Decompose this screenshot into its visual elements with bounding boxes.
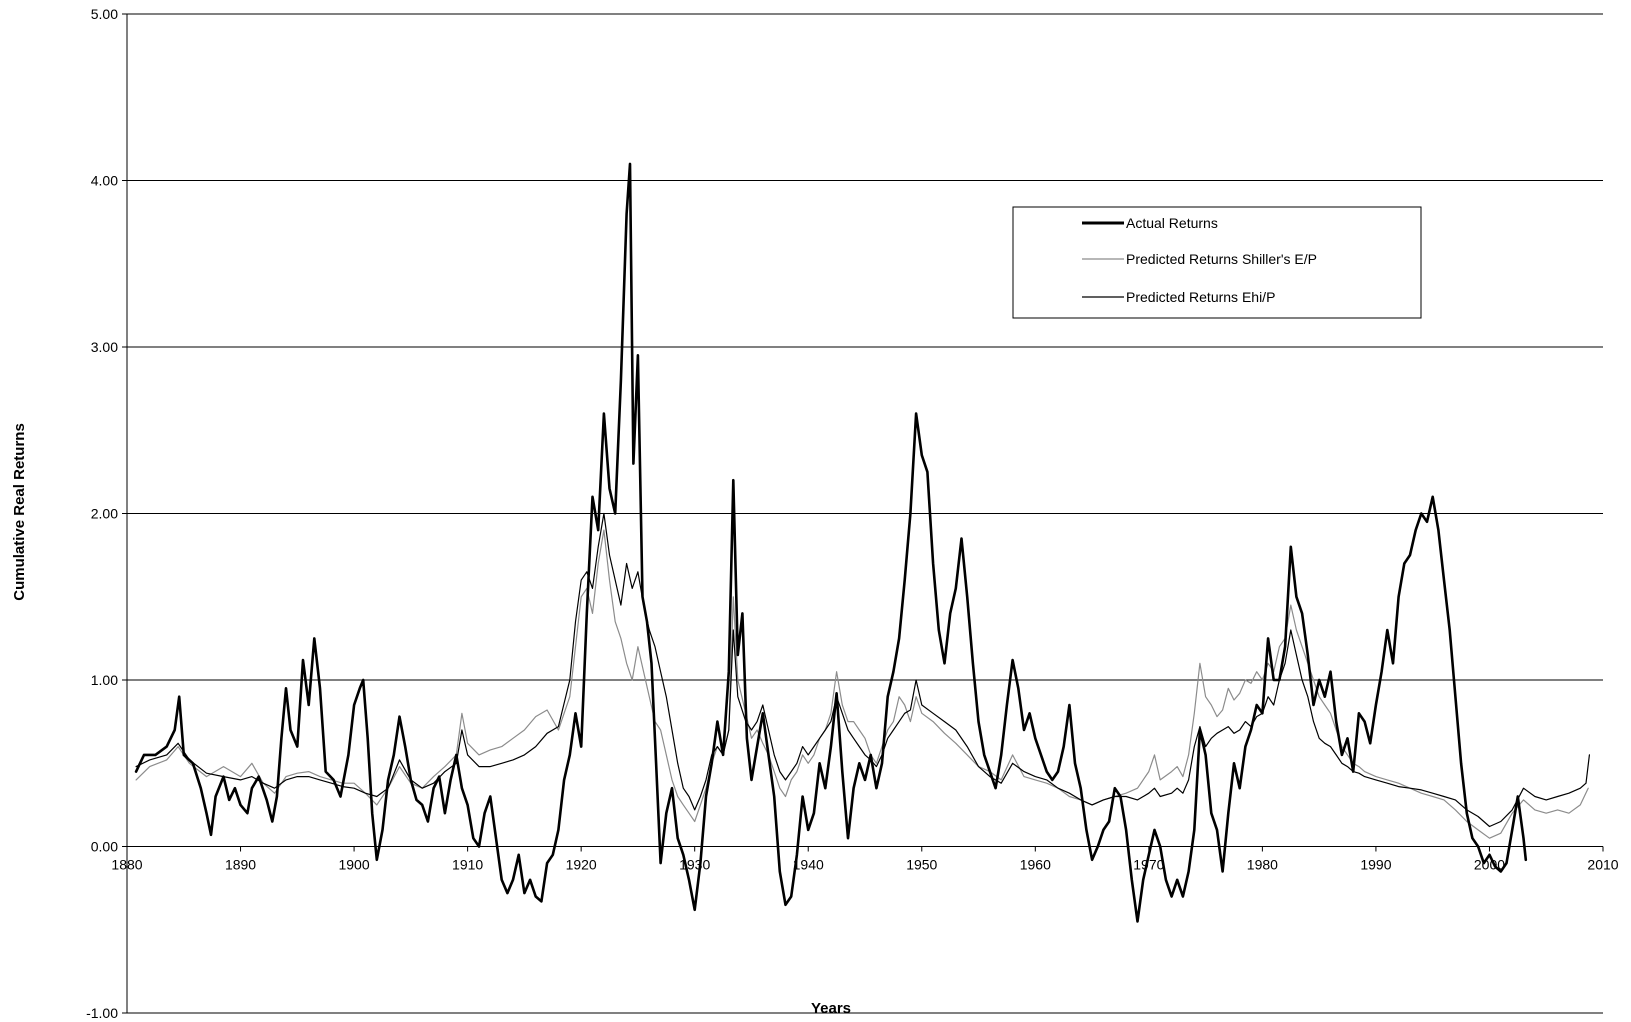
y-tick-label: 0.00 [91, 839, 118, 855]
x-tick-label: 1900 [338, 857, 369, 873]
x-tick-label: 1960 [1020, 857, 1051, 873]
series-predicted-ehi-p [135, 512, 1590, 828]
x-tick-label: 1970 [1133, 857, 1164, 873]
y-axis-title: Cumulative Real Returns [11, 423, 28, 601]
y-tick-labels: -1.00 0.00 1.00 2.00 3.00 4.00 5.00 [86, 6, 118, 1021]
y-tick-label: 2.00 [91, 506, 118, 522]
x-tick-label: 1940 [793, 857, 824, 873]
y-tick-label: 4.00 [91, 173, 118, 189]
y-tick-label: 5.00 [91, 6, 118, 22]
axes [122, 13, 1604, 1014]
x-tick-label: 1880 [111, 857, 142, 873]
series-lines [134, 162, 1590, 923]
x-axis-title: Years [811, 1000, 851, 1017]
x-tick-label: 1910 [452, 857, 483, 873]
x-tick-label: 1990 [1360, 857, 1391, 873]
y-tick-label: -1.00 [86, 1005, 118, 1021]
x-tick-label: 1950 [906, 857, 937, 873]
x-tick-label: 1920 [566, 857, 597, 873]
legend-label-ehi-p: Predicted Returns Ehi/P [1126, 289, 1275, 305]
x-tick-label: 1890 [225, 857, 256, 873]
series-actual-returns [134, 162, 1528, 923]
y-tick-label: 3.00 [91, 339, 118, 355]
legend-label-actual-returns: Actual Returns [1126, 215, 1218, 231]
x-tick-label: 2010 [1587, 857, 1618, 873]
legend: Actual Returns Predicted Returns Shiller… [1012, 206, 1422, 319]
legend-box [1012, 206, 1422, 319]
x-tick-label: 1980 [1247, 857, 1278, 873]
legend-label-shiller-ep: Predicted Returns Shiller's E/P [1126, 251, 1317, 267]
x-tick-labels: 1880 1890 1900 1910 1920 1930 1940 1950 1960 1970… [111, 857, 1618, 873]
y-tick-label: 1.00 [91, 672, 118, 688]
series-predicted-shiller-ep [135, 529, 1589, 839]
